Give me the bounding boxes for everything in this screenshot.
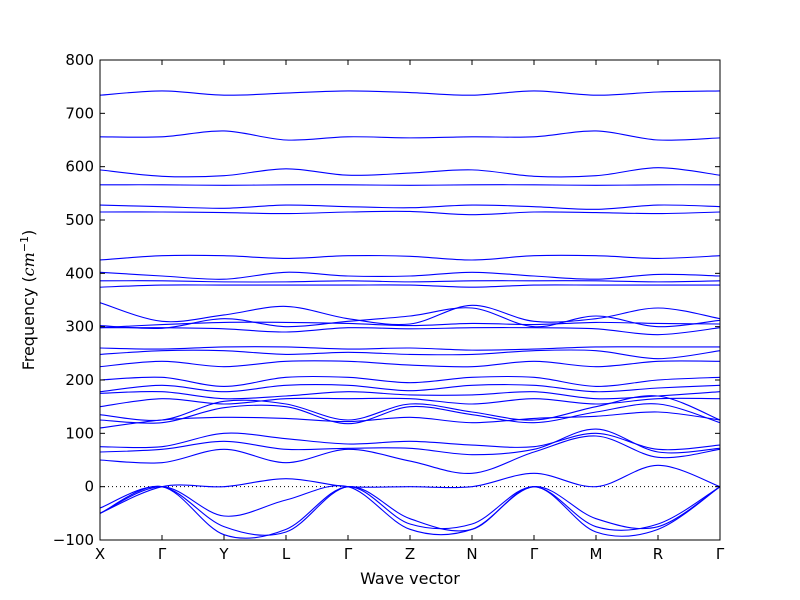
band-line-26 (100, 428, 720, 456)
band-line-17 (100, 360, 720, 368)
y-tick-label: 0 (84, 478, 94, 496)
x-axis-title: Wave vector (360, 569, 460, 588)
band-line-4 (100, 184, 720, 186)
band-line-10 (100, 284, 720, 288)
y-axis-title-unit: cm (19, 252, 38, 276)
band-line-18 (100, 375, 720, 387)
band-line-25 (100, 432, 720, 451)
ticks-layer: −100 0 100 200 300 400 500 600 700 800 X Γ Y L Γ Z N Γ M R Γ (53, 51, 725, 563)
x-tick-label: Γ (158, 545, 167, 563)
band-line-27 (100, 435, 720, 474)
series-layer (100, 90, 720, 539)
x-tick-label: M (590, 545, 603, 563)
band-line-2 (100, 130, 720, 141)
band-line-24 (100, 411, 720, 429)
y-tick-label: 300 (65, 318, 94, 336)
band-line-11 (100, 302, 720, 326)
y-tick-label: 100 (65, 424, 94, 442)
band-line-23 (100, 403, 720, 425)
band-line-19 (100, 384, 720, 393)
x-tick-label: Γ (344, 545, 353, 563)
band-line-28 (100, 464, 720, 514)
band-line-13 (100, 321, 720, 329)
band-line-9 (100, 280, 720, 283)
plot-background (100, 60, 720, 540)
x-tick-label: R (653, 545, 663, 563)
band-line-7 (100, 254, 720, 261)
band-line-30 (100, 485, 720, 537)
band-line-15 (100, 346, 720, 351)
band-line-16 (100, 349, 720, 360)
y-tick-label: 400 (65, 264, 94, 282)
y-tick-label: 600 (65, 158, 94, 176)
x-tick-label: L (282, 545, 291, 563)
y-tick-label: 700 (65, 104, 94, 122)
band-line-14 (100, 327, 720, 336)
y-axis-title-exponent: −1 (18, 236, 31, 252)
y-axis-title-prefix: Frequency ( (19, 276, 38, 370)
x-tick-label: N (466, 545, 477, 563)
y-axis-title-suffix: ) (19, 230, 38, 236)
x-tick-label: Z (405, 545, 415, 563)
band-line-20 (100, 390, 720, 400)
band-line-22 (100, 395, 720, 421)
band-line-29 (100, 485, 720, 536)
band-line-12 (100, 307, 720, 330)
y-tick-label: 200 (65, 371, 94, 389)
band-line-5 (100, 204, 720, 210)
y-tick-label: −100 (53, 531, 94, 549)
band-line-31 (100, 485, 720, 539)
band-line-21 (100, 397, 720, 408)
x-tick-label: Γ (530, 545, 539, 563)
y-tick-label: 500 (65, 211, 94, 229)
y-axis-title: Frequency (cm−1) (18, 230, 38, 371)
x-tick-label: Y (218, 545, 229, 563)
band-line-1 (100, 90, 720, 96)
band-line-3 (100, 167, 720, 178)
x-tick-label: Γ (716, 545, 725, 563)
plot-frame (99, 59, 721, 541)
band-line-6 (100, 210, 720, 216)
y-tick-label: 800 (65, 51, 94, 69)
band-line-8 (100, 271, 720, 280)
x-tick-label: X (95, 545, 105, 563)
